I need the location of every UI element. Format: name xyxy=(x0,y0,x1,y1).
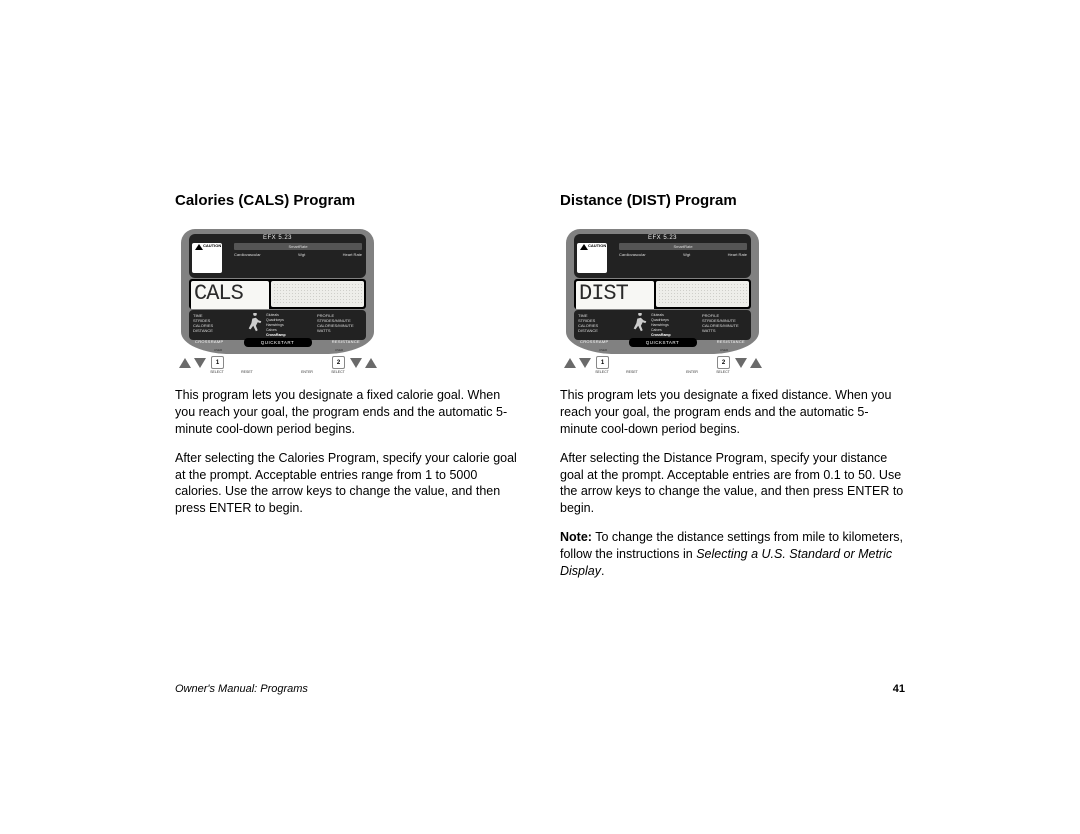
reset-label: RESET xyxy=(620,370,644,374)
enter-label: ENTER xyxy=(680,370,704,374)
warning-triangle-icon xyxy=(195,244,203,250)
status-line: Cardiovascular Wgt Heart Rate xyxy=(619,252,747,257)
model-label: EFX 5.23 xyxy=(189,234,366,241)
mid-left-labels: TIME STRIDES CALORIES DISTANCE xyxy=(574,310,627,340)
resistance-label: RESISTANCE xyxy=(332,339,360,344)
user-label-2: USER xyxy=(712,348,736,352)
warning-sticker: CAUTION xyxy=(192,243,222,273)
mid-center: Gluteals Quadriceps Hamstrings Calves Cr… xyxy=(627,310,698,340)
right-heading: Distance (DIST) Program xyxy=(560,192,905,209)
console-top-panel: EFX 5.23 CAUTION SmartRate Cardiovascula… xyxy=(189,234,366,278)
console-image-right: EFX 5.23 CAUTION SmartRate Cardiovascula… xyxy=(560,223,765,373)
runner-icon xyxy=(246,313,264,335)
status-left: Cardiovascular xyxy=(234,252,261,257)
quickstart-button: QUICKSTART xyxy=(244,338,312,347)
warning-sticker: CAUTION xyxy=(577,243,607,273)
lcd-dot-matrix xyxy=(273,283,362,305)
ramp-up-button xyxy=(179,358,191,368)
status-right: Heart Rate xyxy=(343,252,362,257)
user-label-1: USER xyxy=(206,348,230,352)
select-label-1: SELECT xyxy=(590,370,614,374)
status-right: Heart Rate xyxy=(728,252,747,257)
left-para-1: This program lets you designate a fixed … xyxy=(175,387,520,438)
footer-left: Owner's Manual: Programs xyxy=(175,683,308,695)
user-2-button: 2 xyxy=(717,356,730,369)
user-1-button: 1 xyxy=(596,356,609,369)
mid-right-labels: PROFILE STRIDES/MINUTE CALORIES/MINUTE W… xyxy=(313,310,366,340)
select-label-2: SELECT xyxy=(326,370,350,374)
select-label-2: SELECT xyxy=(711,370,735,374)
warning-text: CAUTION xyxy=(203,243,221,248)
enter-label: ENTER xyxy=(295,370,319,374)
status-line: Cardiovascular Wgt Heart Rate xyxy=(234,252,362,257)
ramp-down-button xyxy=(579,358,591,368)
button-row: 1 USER SELECT RESET ENTER 2 USER SELECT xyxy=(562,356,763,376)
muscle-labels: Gluteals Quadriceps Hamstrings Calves Cr… xyxy=(651,313,671,338)
smartrate-bar: SmartRate xyxy=(619,243,747,250)
mid-center: Gluteals Quadriceps Hamstrings Calves Cr… xyxy=(242,310,313,340)
resist-up-button xyxy=(750,358,762,368)
right-column: Distance (DIST) Program EFX 5.23 CAUTION… xyxy=(560,192,905,592)
left-para-2: After selecting the Calories Program, sp… xyxy=(175,450,520,518)
lcd-main-display: CALS xyxy=(191,281,269,309)
resist-down-button xyxy=(735,358,747,368)
reset-label: RESET xyxy=(235,370,259,374)
muscle-labels: Gluteals Quadriceps Hamstrings Calves Cr… xyxy=(266,313,286,338)
mid-left-labels: TIME STRIDES CALORIES DISTANCE xyxy=(189,310,242,340)
console-panel: EFX 5.23 CAUTION SmartRate Cardiovascula… xyxy=(175,223,380,373)
user-2-button: 2 xyxy=(332,356,345,369)
left-heading: Calories (CALS) Program xyxy=(175,192,520,209)
lcd-graph-display xyxy=(656,281,749,307)
status-mid: Wgt xyxy=(683,252,690,257)
model-label: EFX 5.23 xyxy=(574,234,751,241)
page-content: Calories (CALS) Program EFX 5.23 CAUTION… xyxy=(175,192,905,592)
warning-text: CAUTION xyxy=(588,243,606,248)
right-para-2: After selecting the Distance Program, sp… xyxy=(560,450,905,518)
resistance-label: RESISTANCE xyxy=(717,339,745,344)
console-panel: EFX 5.23 CAUTION SmartRate Cardiovascula… xyxy=(560,223,765,373)
footer-page-number: 41 xyxy=(893,683,905,695)
mid-right-labels: PROFILE STRIDES/MINUTE CALORIES/MINUTE W… xyxy=(698,310,751,340)
right-para-1: This program lets you designate a fixed … xyxy=(560,387,905,438)
ramp-up-button xyxy=(564,358,576,368)
warning-triangle-icon xyxy=(580,244,588,250)
note-tail: . xyxy=(601,564,604,578)
smartrate-bar: SmartRate xyxy=(234,243,362,250)
mid-info-panel: TIME STRIDES CALORIES DISTANCE Gluteals … xyxy=(189,310,366,340)
status-mid: Wgt xyxy=(298,252,305,257)
status-left: Cardiovascular xyxy=(619,252,646,257)
resist-down-button xyxy=(350,358,362,368)
lcd-row: CALS xyxy=(189,279,366,309)
ramp-down-button xyxy=(194,358,206,368)
lcd-row: DIST xyxy=(574,279,751,309)
runner-icon xyxy=(631,313,649,335)
note-label: Note: xyxy=(560,530,592,544)
crossramp-label: CROSSRAMP xyxy=(580,339,608,344)
lcd-graph-display xyxy=(271,281,364,307)
user-label-2: USER xyxy=(327,348,351,352)
lcd-dot-matrix xyxy=(658,283,747,305)
user-1-button: 1 xyxy=(211,356,224,369)
user-label-1: USER xyxy=(591,348,615,352)
right-note: Note: To change the distance settings fr… xyxy=(560,529,905,580)
resist-up-button xyxy=(365,358,377,368)
button-row: 1 USER SELECT RESET ENTER 2 USER SELECT xyxy=(177,356,378,376)
page-footer: Owner's Manual: Programs 41 xyxy=(175,683,905,695)
mid-info-panel: TIME STRIDES CALORIES DISTANCE Gluteals … xyxy=(574,310,751,340)
select-label-1: SELECT xyxy=(205,370,229,374)
left-column: Calories (CALS) Program EFX 5.23 CAUTION… xyxy=(175,192,520,592)
two-column-layout: Calories (CALS) Program EFX 5.23 CAUTION… xyxy=(175,192,905,592)
lcd-main-display: DIST xyxy=(576,281,654,309)
console-image-left: EFX 5.23 CAUTION SmartRate Cardiovascula… xyxy=(175,223,380,373)
console-top-panel: EFX 5.23 CAUTION SmartRate Cardiovascula… xyxy=(574,234,751,278)
crossramp-label: CROSSRAMP xyxy=(195,339,223,344)
quickstart-button: QUICKSTART xyxy=(629,338,697,347)
